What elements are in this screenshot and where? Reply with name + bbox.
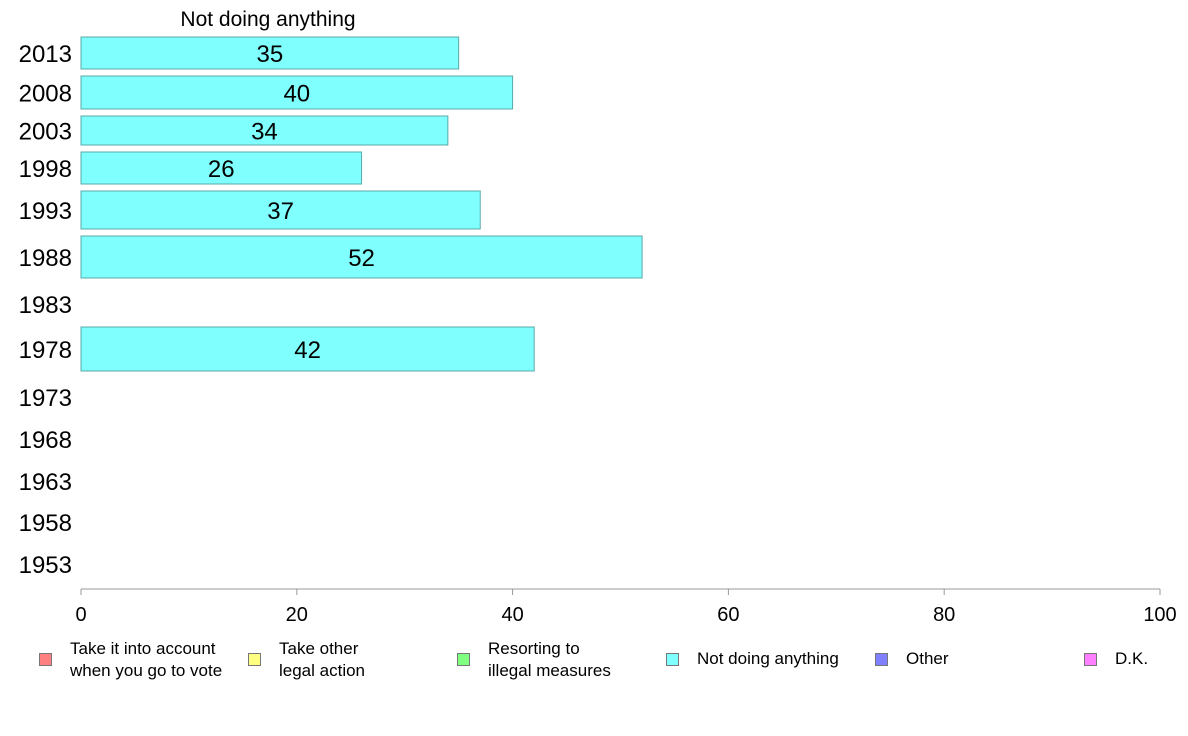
y-tick-label: 1973 [19,385,72,412]
legend-swatch [39,653,52,666]
y-tick-label: 1983 [19,292,72,319]
y-tick-label: 2008 [19,81,72,108]
x-tick-label: 60 [717,604,739,626]
legend-item: Resorting to illegal measures [457,638,611,682]
bar-value-label: 35 [256,41,283,68]
y-tick-label: 2013 [19,41,72,68]
y-tick-label: 1953 [19,552,72,579]
legend-item: D.K. [1084,638,1148,670]
legend-label: Take other legal action [279,639,366,680]
legend-label: Resorting to illegal measures [488,639,611,680]
x-tick-label: 0 [75,604,86,626]
y-tick-label: 1998 [19,156,72,183]
legend-swatch [875,653,888,666]
x-tick-label: 40 [501,604,523,626]
bar-value-label: 42 [294,337,321,364]
bar-value-label: 34 [251,119,278,146]
bar [80,326,535,372]
y-tick-label: 1958 [19,510,72,537]
bar [80,235,643,279]
chart-title: Not doing anything [180,8,355,31]
legend-item: Take it into account when you go to vote [39,638,222,682]
chart-legend: Take it into account when you go to vote… [0,638,1188,698]
legend-label: D.K. [1115,649,1149,668]
y-tick-label: 1963 [19,469,72,496]
legend-swatch [248,653,261,666]
bar [80,36,460,70]
y-tick-label: 1968 [19,427,72,454]
y-tick-label: 2003 [19,119,72,146]
bar-value-label: 40 [283,81,310,108]
legend-swatch [457,653,470,666]
legend-item: Not doing anything [666,638,839,670]
bar-value-label: 37 [267,198,294,225]
x-tick-label: 20 [286,604,308,626]
bar-value-label: 52 [348,245,375,272]
y-tick-label: 1988 [19,245,72,272]
legend-item: Take other legal action [248,638,365,682]
legend-label: Take it into account when you go to vote [70,639,223,680]
legend-label: Not doing anything [697,649,839,668]
x-tick-label: 100 [1143,604,1176,626]
x-axis: 0 20 40 60 80 100 [75,588,1177,626]
y-tick-label: 1978 [19,337,72,364]
chart-rows: 2013 35 2008 40 2003 34 1998 26 1993 37 1988 52 1983… [19,36,643,579]
legend-swatch [666,653,679,666]
legend-swatch [1084,653,1097,666]
x-tick-label: 80 [933,604,955,626]
y-tick-label: 1993 [19,198,72,225]
bar-value-label: 26 [208,156,235,183]
bar [80,115,449,146]
bar [80,190,481,230]
bar [80,75,514,110]
legend-item: Other [875,638,949,670]
legend-label: Other [906,649,949,668]
bar [80,151,363,185]
